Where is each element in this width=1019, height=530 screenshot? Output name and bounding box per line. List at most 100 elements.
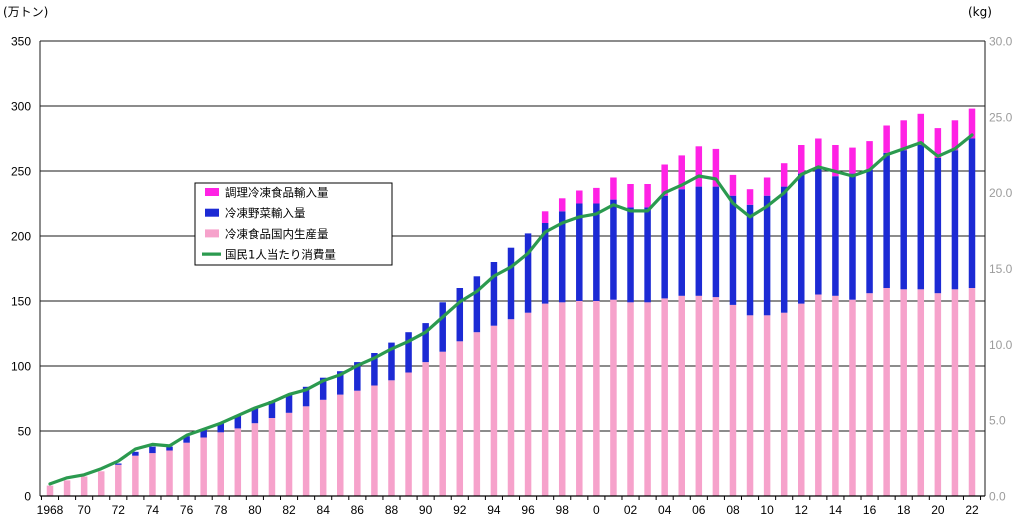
bar-domestic-production-2000: [593, 301, 600, 496]
bar-frozen-vegetable-imports-2016: [866, 169, 873, 294]
bar-domestic-production-2008: [729, 304, 737, 496]
bar-domestic-production-2011: [780, 312, 788, 496]
bar-frozen-vegetable-imports-1973: [132, 451, 139, 456]
bar-domestic-production-2019: [917, 289, 925, 496]
x-tick-label: 02: [624, 503, 638, 517]
bar-prepared-frozen-food-imports-2012: [798, 145, 805, 174]
stacked-bars: [46, 108, 976, 496]
bar-domestic-production-1972: [115, 464, 122, 496]
x-tick-labels: 1968 70 72 74 76 78 80 82 84 86 88 90 92 94 96 98 0 02 04 0…: [37, 503, 979, 517]
x-tick-label: 74: [146, 503, 160, 517]
bar-domestic-production-2014: [832, 295, 839, 496]
bar-domestic-production-2006: [695, 295, 703, 496]
y-right-tick-label: 10.0: [989, 338, 1013, 352]
bar-prepared-frozen-food-imports-2005: [678, 155, 685, 190]
bar-domestic-production-1985: [337, 394, 344, 496]
y-left-tick-label: 350: [11, 35, 31, 49]
bar-frozen-vegetable-imports-2007: [712, 186, 720, 298]
bar-prepared-frozen-food-imports-2017: [883, 125, 890, 153]
bar-domestic-production-2013: [815, 294, 822, 496]
legend-swatch-frozen-vegetable-imports: [205, 208, 219, 217]
bar-domestic-production-2018: [900, 289, 907, 496]
bar-domestic-production-1983: [302, 406, 310, 496]
bar-frozen-vegetable-imports-1983: [302, 386, 310, 407]
bar-prepared-frozen-food-imports-2022: [968, 108, 976, 139]
y-right-tick-label: 30.0: [989, 35, 1013, 49]
bar-frozen-vegetable-imports-2013: [815, 168, 822, 295]
x-tick-label: 1968: [37, 503, 64, 517]
bar-domestic-production-1993: [473, 332, 481, 496]
bar-frozen-vegetable-imports-1992: [456, 288, 464, 342]
bar-domestic-production-2017: [883, 288, 890, 496]
bar-frozen-vegetable-imports-2017: [883, 152, 890, 288]
bar-prepared-frozen-food-imports-1999: [576, 190, 583, 204]
line-per-capita-consumption: [48, 133, 974, 486]
bar-frozen-vegetable-imports-1982: [285, 394, 293, 413]
bar-frozen-vegetable-imports-2005: [678, 189, 685, 296]
bar-domestic-production-2003: [644, 302, 651, 496]
bar-prepared-frozen-food-imports-2020: [934, 128, 942, 158]
bar-frozen-vegetable-imports-2015: [849, 173, 856, 300]
bar-domestic-production-2022: [968, 288, 976, 496]
y-right-tick-label: 25.0: [989, 110, 1013, 124]
bar-domestic-production-1971: [97, 471, 105, 496]
bar-frozen-vegetable-imports-1997: [541, 223, 549, 304]
bar-frozen-vegetable-imports-2011: [780, 186, 788, 313]
bar-frozen-vegetable-imports-1998: [558, 211, 566, 303]
legend-label-prepared-frozen-food-imports: 調理冷凍食品輸入量: [225, 186, 329, 200]
bar-frozen-vegetable-imports-2002: [627, 207, 634, 303]
bar-prepared-frozen-food-imports-2013: [815, 138, 822, 169]
y-left-tick-label: 0: [24, 490, 31, 504]
y-right-tick-label: 15.0: [989, 262, 1013, 276]
bar-domestic-production-1997: [541, 303, 549, 496]
bar-domestic-production-1991: [439, 351, 446, 496]
bar-prepared-frozen-food-imports-2003: [644, 184, 651, 208]
bar-domestic-production-2010: [763, 315, 771, 496]
y-left-tick-label: 150: [11, 295, 31, 309]
x-tick-label: 10: [760, 503, 774, 517]
bar-frozen-vegetable-imports-1976: [183, 436, 190, 443]
x-tick-label: 86: [351, 503, 365, 517]
bar-frozen-vegetable-imports-1981: [268, 401, 276, 418]
bar-frozen-vegetable-imports-2009: [746, 204, 754, 316]
bar-domestic-production-2007: [712, 297, 720, 496]
x-tick-label: 16: [863, 503, 877, 517]
bar-domestic-production-1979: [234, 428, 242, 496]
bar-prepared-frozen-food-imports-2009: [746, 189, 754, 205]
bar-prepared-frozen-food-imports-2000: [593, 187, 600, 204]
bar-domestic-production-1999: [576, 301, 583, 496]
bar-frozen-vegetable-imports-2004: [661, 195, 668, 299]
bar-prepared-frozen-food-imports-2010: [763, 177, 771, 196]
bar-domestic-production-1987: [371, 385, 378, 496]
bar-prepared-frozen-food-imports-1998: [558, 198, 566, 212]
bar-frozen-vegetable-imports-2018: [900, 150, 907, 290]
bar-frozen-vegetable-imports-1977: [200, 429, 207, 438]
right-axis-unit-label: (kg): [968, 5, 992, 19]
bar-prepared-frozen-food-imports-2016: [866, 141, 873, 170]
bar-frozen-vegetable-imports-1986: [354, 362, 361, 391]
bar-frozen-vegetable-imports-2006: [695, 186, 703, 296]
bar-prepared-frozen-food-imports-2011: [780, 163, 788, 187]
y-left-tick-label: 100: [11, 360, 31, 374]
bar-prepared-frozen-food-imports-2015: [849, 147, 856, 174]
bar-frozen-vegetable-imports-1984: [319, 377, 327, 400]
bar-domestic-production-1984: [319, 399, 327, 496]
bar-domestic-production-2016: [866, 293, 873, 496]
y-right-tick-label: 5.0: [989, 414, 1006, 428]
bar-domestic-production-1988: [388, 380, 395, 496]
bar-frozen-vegetable-imports-1994: [490, 262, 498, 326]
left-axis-unit-label: (万トン): [3, 5, 48, 19]
bar-domestic-production-2001: [610, 299, 617, 496]
x-tick-label: 22: [965, 503, 979, 517]
bar-prepared-frozen-food-imports-2001: [610, 177, 617, 200]
bar-frozen-vegetable-imports-2019: [917, 145, 925, 290]
bar-frozen-vegetable-imports-1987: [371, 353, 378, 386]
bar-frozen-vegetable-imports-1985: [337, 371, 344, 395]
bar-domestic-production-1973: [132, 455, 139, 496]
bar-frozen-vegetable-imports-1990: [422, 323, 429, 363]
bar-frozen-vegetable-imports-1995: [507, 247, 515, 320]
x-tick-label: 72: [112, 503, 126, 517]
x-tick-label: 98: [556, 503, 570, 517]
bar-domestic-production-1994: [490, 325, 498, 496]
